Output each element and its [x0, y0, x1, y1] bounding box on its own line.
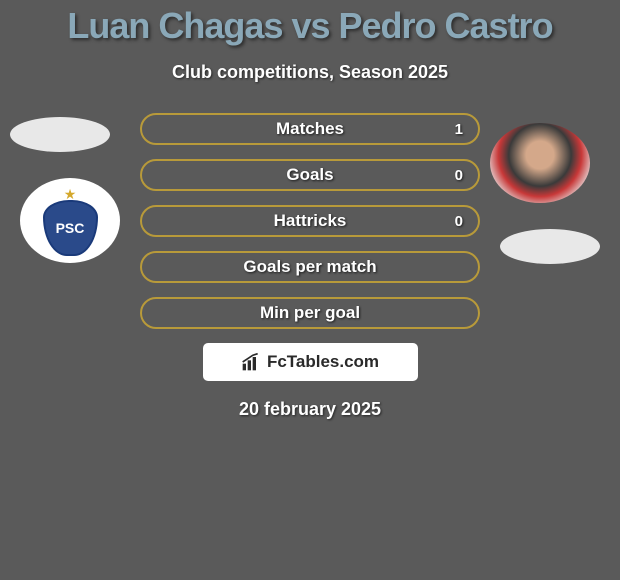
stat-value-right: 1: [455, 121, 463, 138]
stat-row-hattricks: Hattricks 0: [140, 205, 480, 237]
stat-value-right: 0: [455, 213, 463, 230]
subtitle: Club competitions, Season 2025: [0, 62, 620, 83]
club-badge-icon: ★ PSC: [35, 186, 105, 256]
stat-row-goals-per-match: Goals per match: [140, 251, 480, 283]
chart-icon: [241, 352, 261, 372]
branding-box[interactable]: FcTables.com: [203, 343, 418, 381]
stat-label: Goals: [286, 165, 333, 185]
stat-label: Min per goal: [260, 303, 360, 323]
player-left-ellipse: [10, 117, 110, 152]
badge-text: PSC: [56, 220, 85, 236]
page-title: Luan Chagas vs Pedro Castro: [0, 5, 620, 47]
player-right-photo: [490, 123, 590, 203]
player-left-club-badge: ★ PSC: [20, 178, 120, 263]
player-right-ellipse: [500, 229, 600, 264]
stat-row-matches: Matches 1: [140, 113, 480, 145]
stat-label: Goals per match: [243, 257, 376, 277]
infographic-container: Luan Chagas vs Pedro Castro Club competi…: [0, 0, 620, 420]
stat-label: Hattricks: [274, 211, 347, 231]
date-text: 20 february 2025: [0, 399, 620, 420]
stat-label: Matches: [276, 119, 344, 139]
stat-row-goals: Goals 0: [140, 159, 480, 191]
stat-value-right: 0: [455, 167, 463, 184]
stat-row-min-per-goal: Min per goal: [140, 297, 480, 329]
shield-icon: PSC: [43, 200, 98, 256]
branding-text: FcTables.com: [267, 352, 379, 372]
